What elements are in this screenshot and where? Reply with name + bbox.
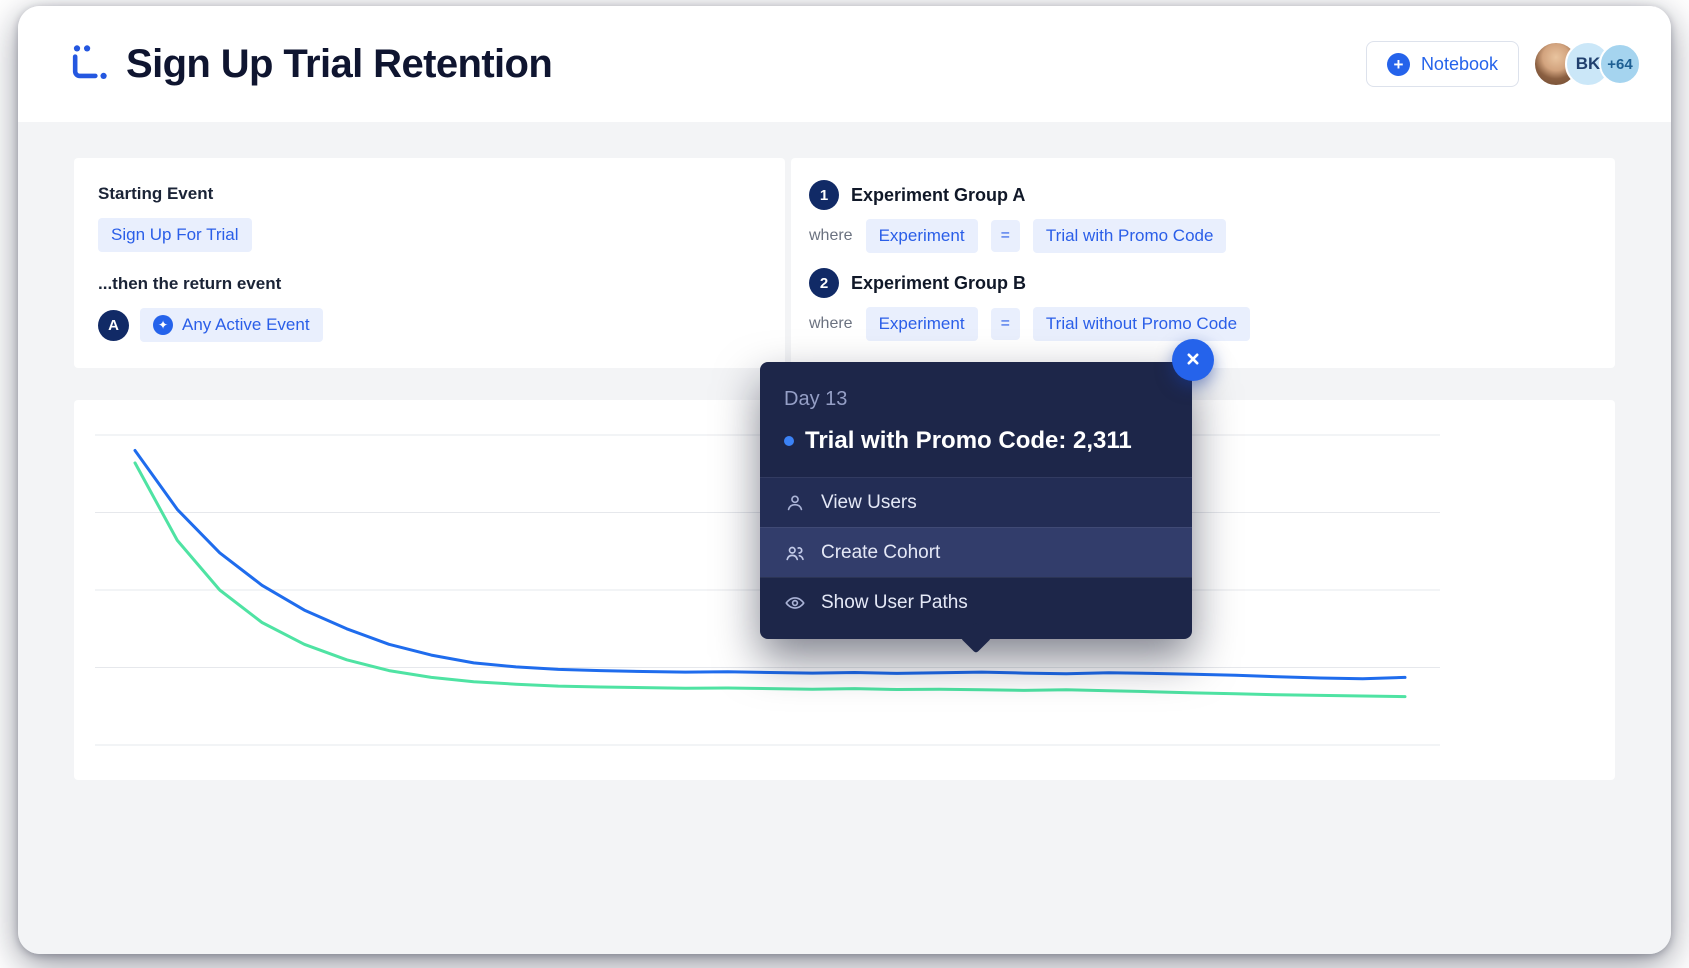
group-a-operator-chip[interactable]: =: [990, 220, 1020, 252]
group-a-filter-row: where Experiment = Trial with Promo Code: [809, 219, 1597, 253]
starting-event-label: Starting Event: [98, 184, 214, 203]
group-a-property-chip[interactable]: Experiment: [865, 219, 978, 253]
close-icon: [1183, 349, 1203, 372]
chart-tooltip: Day 13 Trial with Promo Code: 2,311: [760, 339, 1214, 654]
tooltip-series-value: 2,311: [1073, 427, 1132, 454]
menu-item-view-users[interactable]: View Users: [760, 477, 1192, 527]
tooltip-header: Day 13 Trial with Promo Code: 2,311: [760, 362, 1192, 477]
group-a-header: 1 Experiment Group A: [809, 180, 1597, 210]
return-event-chip-label: Any Active Event: [182, 315, 310, 334]
groups-card: 1 Experiment Group A where Experiment = …: [791, 158, 1615, 368]
eye-icon: [784, 592, 806, 614]
notebook-button[interactable]: + Notebook: [1365, 41, 1519, 87]
avatar-initials[interactable]: BK: [1565, 41, 1611, 87]
group-b-name: Experiment Group B: [851, 272, 1027, 293]
menu-item-label: Show User Paths: [821, 591, 968, 613]
notebook-button-label: Notebook: [1420, 53, 1498, 74]
page-title: Sign Up Trial Retention: [126, 41, 553, 86]
return-event-label: ...then the return event: [98, 274, 282, 293]
tooltip-day-label: Day 13: [784, 388, 848, 410]
users-icon: [784, 542, 806, 564]
any-active-event-icon: ✦: [153, 315, 173, 335]
header: Sign Up Trial Retention + Notebook BK +6…: [18, 6, 1671, 122]
group-b-header: 2 Experiment Group B: [809, 268, 1597, 298]
tooltip-series-row: Trial with Promo Code: 2,311: [784, 427, 1168, 455]
retention-chart[interactable]: [74, 400, 1615, 780]
group-a-value-chip[interactable]: Trial with Promo Code: [1032, 219, 1227, 253]
group-a-name: Experiment Group A: [851, 184, 1026, 205]
user-icon: [784, 492, 806, 514]
events-card: Starting Event Sign Up For Trial ...then…: [74, 158, 785, 368]
return-event-letter-badge: A: [98, 309, 129, 341]
query-panel: Starting Event Sign Up For Trial ...then…: [74, 158, 1615, 368]
group-b-operator-chip[interactable]: =: [990, 308, 1020, 340]
menu-item-label: Create Cohort: [821, 541, 941, 563]
menu-item-create-cohort[interactable]: Create Cohort: [760, 527, 1192, 577]
menu-item-show-user-paths[interactable]: Show User Paths: [760, 577, 1192, 627]
series-dot-icon: [784, 436, 794, 446]
group-b-property-chip[interactable]: Experiment: [865, 307, 978, 341]
header-actions: + Notebook BK +64: [1365, 41, 1641, 87]
avatar-group: BK +64: [1533, 41, 1641, 87]
group-a-number-badge: 1: [809, 180, 839, 210]
menu-item-label: View Users: [821, 491, 917, 513]
close-tooltip-button[interactable]: [1172, 339, 1214, 381]
group-b-value-chip[interactable]: Trial without Promo Code: [1032, 307, 1251, 341]
avatar-overflow-badge[interactable]: +64: [1599, 43, 1641, 85]
starting-event-chip[interactable]: Sign Up For Trial: [98, 218, 252, 252]
group-a-where-label: where: [809, 227, 853, 244]
group-b-where-label: where: [809, 315, 853, 332]
tooltip-series-text: Trial with Promo Code: 2,311: [805, 427, 1132, 455]
tooltip-series-label: Trial with Promo Code:: [805, 427, 1067, 454]
app-window: Sign Up Trial Retention + Notebook BK +6…: [18, 6, 1671, 954]
plus-icon: +: [1386, 52, 1410, 76]
group-b-number-badge: 2: [809, 268, 839, 298]
group-b-filter-row: where Experiment = Trial without Promo C…: [809, 307, 1597, 341]
return-event-chip[interactable]: ✦ Any Active Event: [140, 308, 323, 342]
app-logo-icon: [66, 42, 110, 86]
